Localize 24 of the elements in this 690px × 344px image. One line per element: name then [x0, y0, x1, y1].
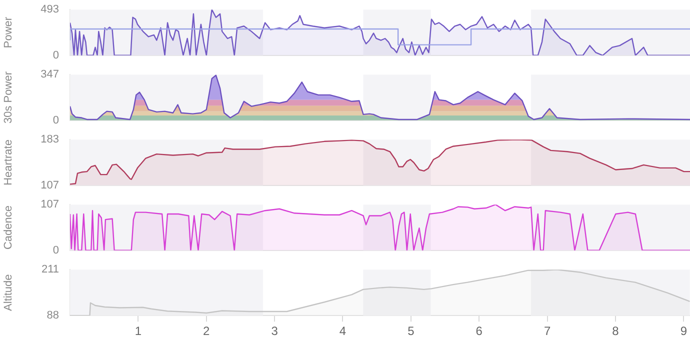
x-tick-label: 5	[408, 324, 415, 338]
y-tick-label: 0	[52, 244, 59, 256]
y-tick-label: 183	[40, 134, 59, 146]
y-tick-label: 211	[41, 264, 59, 276]
x-tick-label: 3	[271, 324, 278, 338]
y-axis-title: Altitude	[2, 274, 15, 311]
y-tick-label: 88	[46, 310, 59, 322]
y-axis-title: Cadence	[2, 205, 15, 250]
x-tick-label: 9	[680, 324, 688, 338]
y-tick-label: 347	[40, 68, 59, 81]
y-tick-label: 107	[40, 179, 59, 192]
y-tick-label: 0	[52, 114, 59, 126]
y-tick-label: 107	[40, 198, 59, 211]
x-tick-label: 4	[339, 324, 346, 338]
y-axis-title: 30s Power	[2, 71, 15, 124]
x-tick-label: 7	[544, 324, 551, 338]
y-axis-title: Power	[2, 16, 15, 48]
y-axis-title: Heartrate	[2, 140, 15, 186]
x-tick-label: 1	[134, 324, 142, 338]
x-tick-label: 2	[203, 324, 210, 338]
y-tick-label: 493	[40, 4, 59, 16]
y-tick-label: 0	[52, 49, 59, 62]
x-tick-label: 8	[612, 324, 620, 338]
x-tick-label: 6	[476, 324, 483, 338]
